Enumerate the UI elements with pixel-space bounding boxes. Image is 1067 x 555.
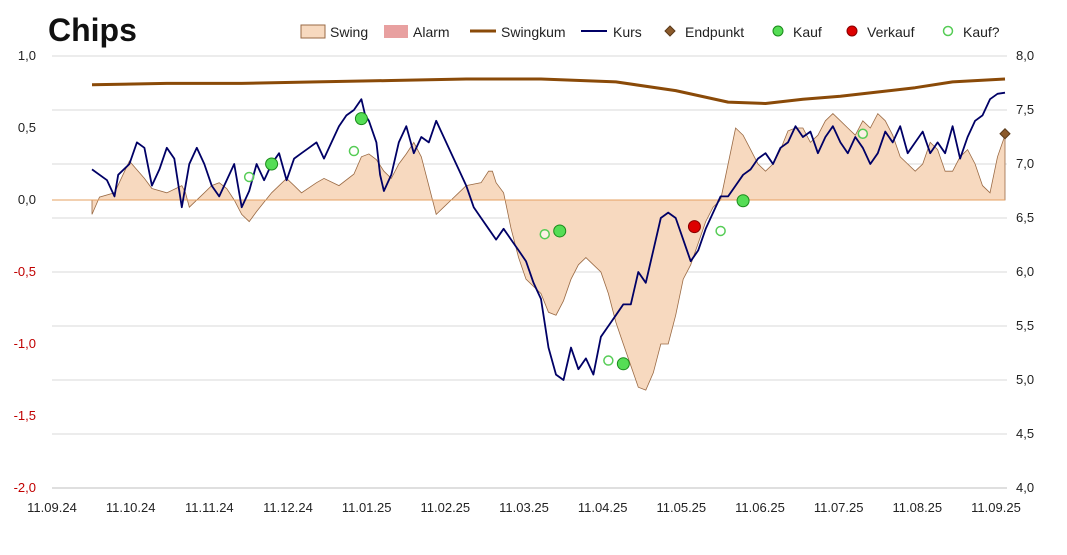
kauf-q-marker [715, 225, 726, 237]
kauf-q-marker [857, 128, 869, 140]
x-tick-label: 11.05.25 [657, 500, 707, 515]
left-tick-label: -1,0 [14, 336, 36, 351]
right-tick-label: 8,0 [1016, 48, 1034, 63]
x-tick-label: 11.01.25 [342, 500, 392, 515]
swing-area-layer [91, 112, 1006, 391]
right-tick-label: 7,5 [1016, 102, 1034, 117]
right-tick-label: 7,0 [1016, 156, 1034, 171]
legend-endpunkt-swatch [664, 25, 676, 37]
x-tick-label: 11.12.24 [263, 500, 313, 515]
legend-endpunkt-label: Endpunkt [685, 24, 744, 40]
left-tick-label: 1,0 [18, 48, 36, 63]
kauf-q-marker [243, 171, 255, 183]
swing-area [91, 112, 1006, 391]
x-axis-ticks: 11.09.24 11.10.24 11.11.24 11.12.24 11.01.25… [27, 500, 1021, 515]
chart-title: Chips [48, 12, 137, 48]
x-tick-label: 11.09.25 [971, 500, 1021, 515]
left-tick-label: 0,0 [18, 192, 36, 207]
left-tick-label: -2,0 [14, 480, 36, 495]
kauf-marker [553, 224, 567, 238]
legend-verkauf-label: Verkauf [867, 24, 915, 40]
x-tick-label: 11.10.24 [106, 500, 156, 515]
right-tick-label: 5,5 [1016, 318, 1034, 333]
right-tick-label: 5,0 [1016, 372, 1034, 387]
x-tick-label: 11.08.25 [893, 500, 943, 515]
left-tick-label: -1,5 [14, 408, 36, 423]
right-tick-label: 4,0 [1016, 480, 1034, 495]
kauf-q-marker [539, 228, 551, 240]
x-tick-label: 11.04.25 [578, 500, 628, 515]
left-tick-label: -0,5 [14, 264, 36, 279]
legend-kauf-label: Kauf [793, 24, 822, 40]
swingkum-line-layer [91, 77, 1006, 105]
right-tick-label: 4,5 [1016, 426, 1034, 441]
right-axis-ticks: 8,0 7,5 7,0 6,5 6,0 5,5 5,0 4,5 4,0 [1016, 48, 1034, 495]
x-tick-label: 11.09.24 [27, 500, 77, 515]
x-tick-label: 11.03.25 [499, 500, 549, 515]
legend-kauf-q-label: Kauf? [963, 24, 1000, 40]
kauf-marker [265, 157, 279, 171]
verkauf-marker [687, 220, 701, 234]
kauf-marker [616, 357, 630, 371]
kauf-marker [354, 112, 368, 126]
legend-kauf-swatch [772, 25, 784, 37]
left-tick-label: 0,5 [18, 120, 36, 135]
legend-swingkum-label: Swingkum [501, 24, 566, 40]
legend-alarm-label: Alarm [413, 24, 450, 40]
legend-swing-label: Swing [330, 24, 368, 40]
kauf-q-marker [348, 145, 360, 157]
marker-layer [243, 112, 1011, 371]
kauf-marker [736, 194, 750, 208]
x-tick-label: 11.07.25 [814, 500, 864, 515]
legend-alarm-swatch [384, 25, 408, 38]
kauf-q-marker [603, 355, 614, 366]
right-tick-label: 6,5 [1016, 210, 1034, 225]
endpunkt-marker [999, 128, 1011, 140]
x-tick-label: 11.06.25 [735, 500, 785, 515]
legend-swing-swatch [300, 24, 326, 39]
x-tick-label: 11.11.24 [185, 500, 234, 515]
legend-verkauf-swatch [846, 25, 858, 37]
legend: Swing Alarm Swingkum Kurs Endpunkt Kauf … [300, 24, 1000, 40]
legend-kauf-q-swatch [942, 25, 954, 37]
left-axis-ticks: 1,0 0,5 0,0 -0,5 -1,0 -1,5 -2,0 [14, 48, 36, 495]
legend-kurs-label: Kurs [613, 24, 642, 40]
right-tick-label: 6,0 [1016, 264, 1034, 279]
x-tick-label: 11.02.25 [421, 500, 471, 515]
swingkum-line [91, 77, 1006, 105]
